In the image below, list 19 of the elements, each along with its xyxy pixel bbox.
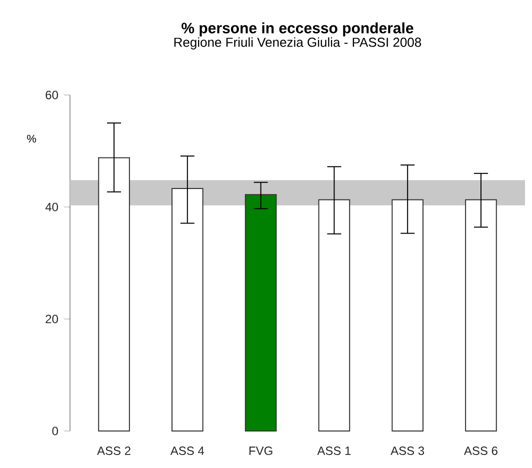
bar: [244, 194, 277, 432]
x-tick-label: FVG: [249, 446, 272, 456]
x-tick-label: ASS 2: [97, 446, 130, 456]
bar: [98, 157, 130, 432]
chart-title: % persone in eccesso ponderale: [182, 22, 414, 36]
y-tick-label: 40: [45, 202, 58, 212]
y-tick-label: 0: [52, 426, 58, 436]
x-tick-label: ASS 3: [390, 446, 424, 456]
x-tick-label: ASS 4: [170, 446, 204, 456]
y-tick-label: 60: [46, 90, 58, 100]
bar: [172, 188, 204, 432]
bar: [465, 199, 497, 432]
x-tick-label: ASS 6: [464, 446, 498, 456]
bar: [318, 199, 350, 432]
bar: [392, 199, 424, 432]
y-tick-label: 20: [46, 314, 58, 324]
chart-subtitle: Regione Friuli Venezia Giulia - PASSI 2008: [174, 37, 422, 50]
x-tick-label: ASS 1: [317, 446, 351, 456]
y-axis-title: %: [27, 134, 36, 143]
